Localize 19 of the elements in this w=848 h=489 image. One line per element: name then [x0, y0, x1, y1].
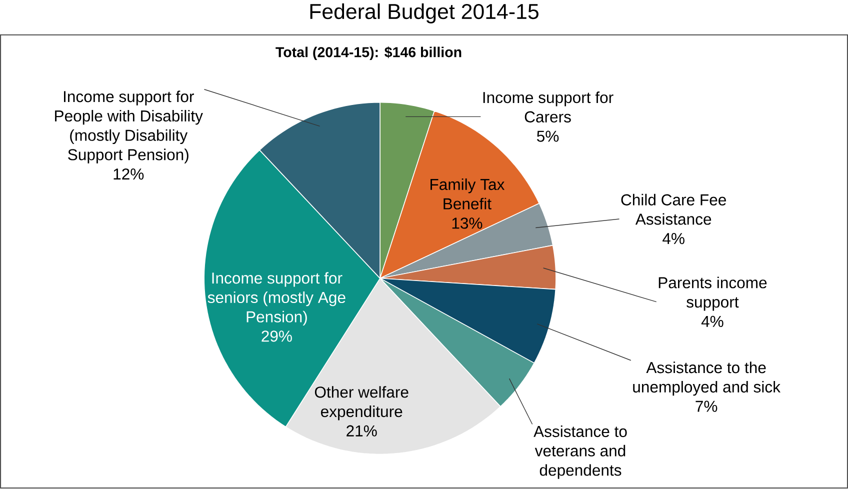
data-label: 4%	[662, 233, 684, 244]
data-label: 5%	[537, 130, 559, 142]
slice-label: Other welfare expenditure	[314, 386, 408, 420]
chart-subtitle: Total (2014-15): $146 billion	[276, 46, 462, 60]
data-label: 29%	[262, 330, 292, 342]
slice-label: Family Tax Benefit	[430, 178, 505, 210]
slice-label: Child Care Fee Assistance	[621, 194, 726, 226]
slice-label: Parents income support	[658, 276, 767, 312]
data-label: 7%	[696, 401, 718, 412]
data-label: 12%	[114, 168, 144, 180]
slice-label: Income support for People with Disability (mostly Disability Support Pension)	[55, 90, 203, 164]
slice-label: Assistance to veterans and dependents	[534, 426, 627, 480]
slice-label: Income support for Carers	[483, 92, 614, 123]
slice-label: Income support for seniors (mostly Age Pension)	[208, 272, 346, 326]
data-label: 4%	[701, 316, 724, 328]
slice-label: Assistance to the unemployed and sick	[633, 362, 780, 396]
chart-title: Federal Budget 2014-15	[310, 4, 538, 24]
data-label: 13%	[452, 218, 482, 230]
data-label: 21%	[346, 426, 377, 437]
